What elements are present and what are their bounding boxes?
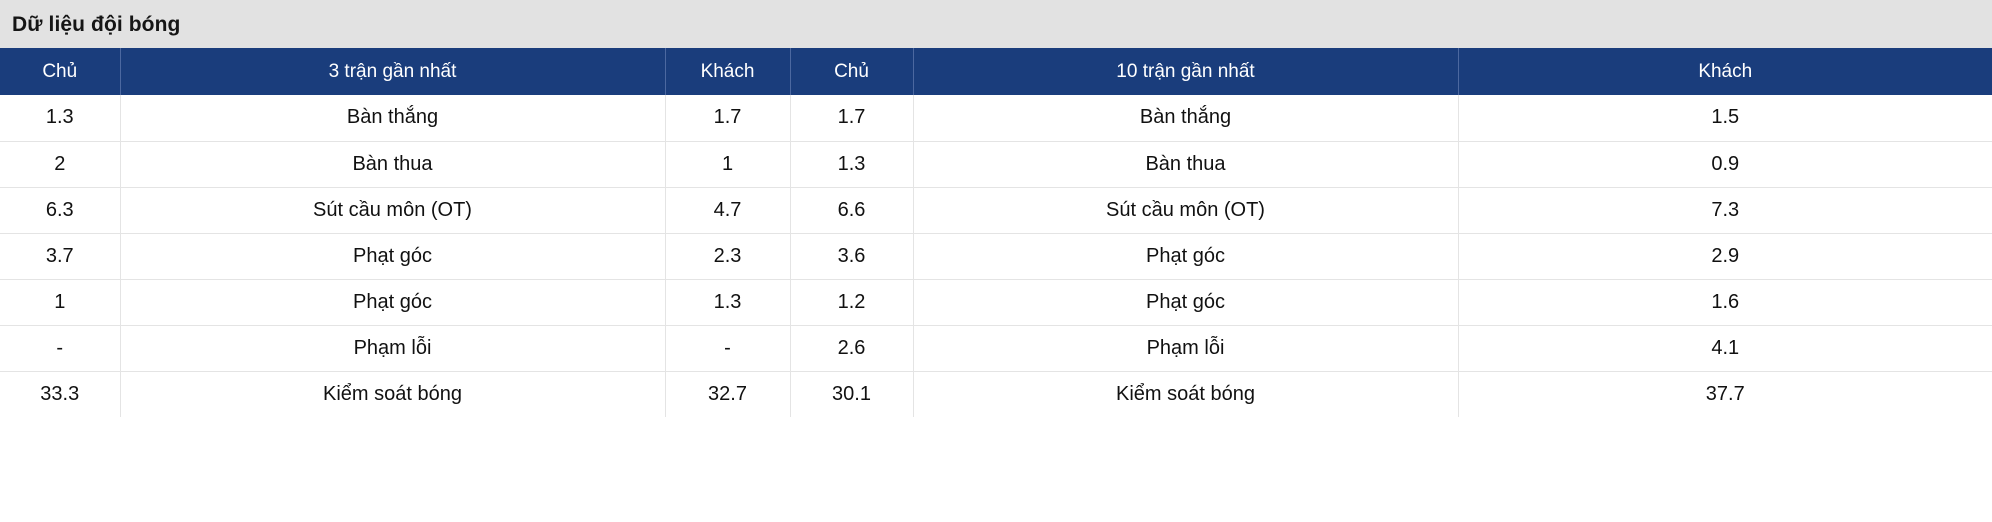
table-header-row: Chủ 3 trận gần nhất Khách Chủ 10 trận gầ… (0, 48, 1992, 95)
column-header-last10[interactable]: 10 trận gần nhất (913, 48, 1459, 95)
cell-home-last10: 1.3 (790, 141, 914, 188)
cell-away-last3: - (665, 325, 791, 372)
cell-away-last10: 4.1 (1458, 325, 1992, 372)
cell-label-last3: Phạt góc (120, 233, 666, 280)
column-header-away-last3[interactable]: Khách (665, 48, 791, 95)
column-header-away-last10[interactable]: Khách (1458, 48, 1992, 95)
cell-away-last3: 1 (665, 141, 791, 188)
cell-home-last10: 3.6 (790, 233, 914, 280)
cell-home-last10: 1.7 (790, 95, 914, 142)
cell-label-last10: Phạt góc (913, 233, 1459, 280)
cell-away-last10: 1.5 (1458, 95, 1992, 142)
cell-label-last3: Phạm lỗi (120, 325, 666, 372)
cell-label-last10: Phạt góc (913, 279, 1459, 326)
table-row: 6.3 Sút cầu môn (OT) 4.7 6.6 Sút cầu môn (OT… (0, 187, 1992, 234)
team-stats-table: Chủ 3 trận gần nhất Khách Chủ 10 trận gầ… (0, 48, 1992, 417)
table-row: 3.7 Phạt góc 2.3 3.6 Phạt góc 2.9 (0, 233, 1992, 280)
column-header-home-last10[interactable]: Chủ (790, 48, 914, 95)
cell-away-last3: 1.3 (665, 279, 791, 326)
cell-label-last3: Phạt góc (120, 279, 666, 326)
cell-label-last10: Kiểm soát bóng (913, 371, 1459, 417)
cell-home-last10: 6.6 (790, 187, 914, 234)
cell-label-last10: Sút cầu môn (OT) (913, 187, 1459, 234)
cell-away-last10: 0.9 (1458, 141, 1992, 188)
page-title: Dữ liệu đội bóng (12, 12, 181, 36)
table-header: Chủ 3 trận gần nhất Khách Chủ 10 trận gầ… (0, 48, 1992, 95)
cell-label-last10: Bàn thắng (913, 95, 1459, 142)
column-header-home-last3[interactable]: Chủ (0, 48, 121, 95)
table-row: 2 Bàn thua 1 1.3 Bàn thua 0.9 (0, 141, 1992, 188)
cell-label-last3: Sút cầu môn (OT) (120, 187, 666, 234)
cell-away-last10: 1.6 (1458, 279, 1992, 326)
panel-title-bar: Dữ liệu đội bóng (0, 0, 1992, 48)
cell-away-last3: 4.7 (665, 187, 791, 234)
cell-label-last3: Kiểm soát bóng (120, 371, 666, 417)
column-header-last3[interactable]: 3 trận gần nhất (120, 48, 666, 95)
table-row: - Phạm lỗi -2.6 Phạm lỗi 4.1 (0, 325, 1992, 372)
cell-home-last3: 2 (0, 141, 121, 188)
table-row: 1.3 Bàn thắng 1.7 1.7 Bàn thắng 1.5 (0, 95, 1992, 142)
cell-home-last3: 3.7 (0, 233, 121, 280)
cell-home-last3: 6.3 (0, 187, 121, 234)
cell-away-last3: 2.3 (665, 233, 791, 280)
cell-label-last3: Bàn thua (120, 141, 666, 188)
table-row: 1 Phạt góc 1.3 1.2 Phạt góc 1.6 (0, 279, 1992, 326)
cell-away-last10: 37.7 (1458, 371, 1992, 417)
cell-away-last3: 1.7 (665, 95, 791, 142)
cell-home-last3: - (0, 325, 121, 372)
cell-label-last10: Bàn thua (913, 141, 1459, 188)
cell-home-last10: 2.6 (790, 325, 914, 372)
table-body: 1.3 Bàn thắng 1.7 1.7 Bàn thắng 1.5 2 Bàn thua 1… (0, 95, 1992, 417)
cell-away-last10: 7.3 (1458, 187, 1992, 234)
cell-away-last10: 2.9 (1458, 233, 1992, 280)
cell-home-last10: 1.2 (790, 279, 914, 326)
cell-label-last3: Bàn thắng (120, 95, 666, 142)
cell-home-last3: 1 (0, 279, 121, 326)
cell-label-last10: Phạm lỗi (913, 325, 1459, 372)
cell-away-last3: 32.7 (665, 371, 791, 417)
cell-home-last10: 30.1 (790, 371, 914, 417)
table-row: 33.3 Kiểm soát bóng 32.7 30.1 Kiểm soát bóng… (0, 371, 1992, 417)
cell-home-last3: 1.3 (0, 95, 121, 142)
cell-home-last3: 33.3 (0, 371, 121, 417)
